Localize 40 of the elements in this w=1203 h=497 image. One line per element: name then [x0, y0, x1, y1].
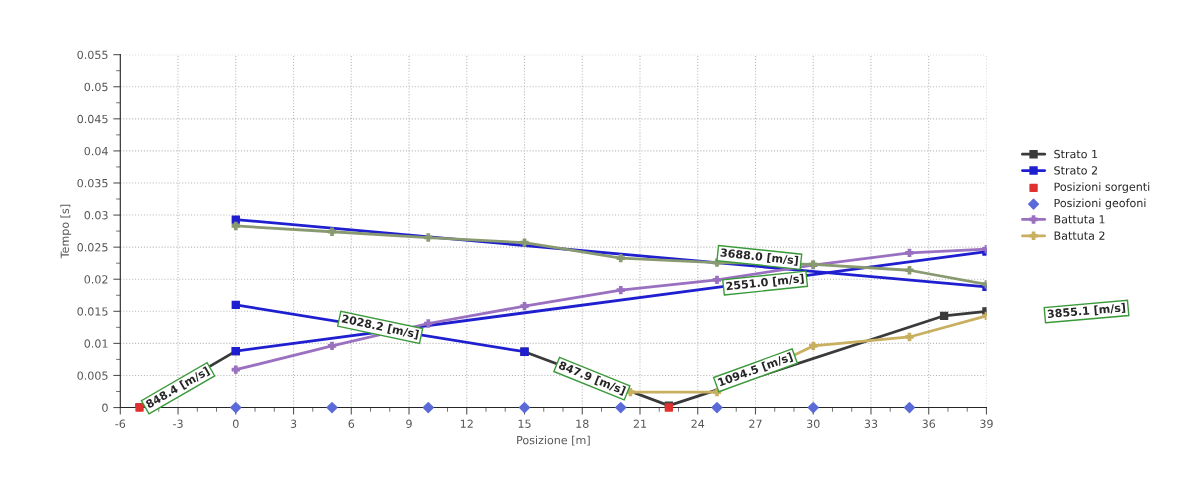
- x-tick-label: 39: [980, 419, 993, 428]
- x-tick-label: 27: [749, 419, 762, 428]
- y-tick-label: 0.04: [84, 146, 108, 156]
- x-tick-label: 36: [922, 419, 936, 428]
- x-tick-label: 15: [518, 419, 531, 428]
- x-tick-label: 6: [348, 419, 355, 428]
- y-tick-label: 0.03: [84, 211, 108, 220]
- legend-label: Posizioni geofoni: [1054, 198, 1146, 210]
- x-tick-label: 33: [864, 419, 878, 428]
- x-tick-label: 30: [807, 419, 820, 428]
- y-tick-label: 0.005: [77, 371, 108, 380]
- annotation: 2551.0 [m/s]: [726, 273, 804, 292]
- legend-label: Strato 2: [1054, 166, 1097, 175]
- annotation: 2028.2 [m/s]: [341, 314, 420, 340]
- legend-label: Strato 1: [1054, 149, 1098, 159]
- legend-label: Posizioni sorgenti: [1054, 182, 1150, 194]
- x-tick-label: 0: [232, 419, 239, 428]
- text: 3855.1 [m/s]: [1047, 302, 1126, 320]
- y-tick-label: 0.025: [77, 243, 108, 252]
- x-tick-label: -6: [115, 419, 126, 428]
- x-tick-label: 9: [406, 419, 412, 428]
- annotation: 3688.0 [m/s]: [720, 248, 799, 266]
- y-tick-label: 0.015: [77, 307, 108, 316]
- y-tick-label: 0.055: [77, 50, 108, 60]
- legend-label: Battuta 2: [1054, 231, 1105, 240]
- y-tick-label: 0.01: [84, 339, 108, 348]
- y-tick-label: 0.05: [84, 82, 108, 92]
- legend-label: Battuta 1: [1054, 215, 1105, 224]
- y-tick-label: 0: [102, 403, 108, 412]
- x-tick-label: 3: [290, 419, 297, 428]
- x-tick-label: 21: [633, 419, 647, 428]
- y-axis-title: Tempo [s]: [60, 204, 72, 259]
- y-tick-label: 0.02: [84, 275, 108, 284]
- y-tick-label: 0.035: [77, 178, 108, 188]
- x-tick-label: 24: [691, 419, 705, 428]
- x-tick-label: 18: [576, 419, 589, 428]
- x-axis-title: Posizione [m]: [517, 435, 590, 446]
- x-tick-label: 12: [460, 419, 473, 428]
- y-tick-label: 0.045: [77, 114, 108, 124]
- x-tick-label: -3: [173, 419, 183, 428]
